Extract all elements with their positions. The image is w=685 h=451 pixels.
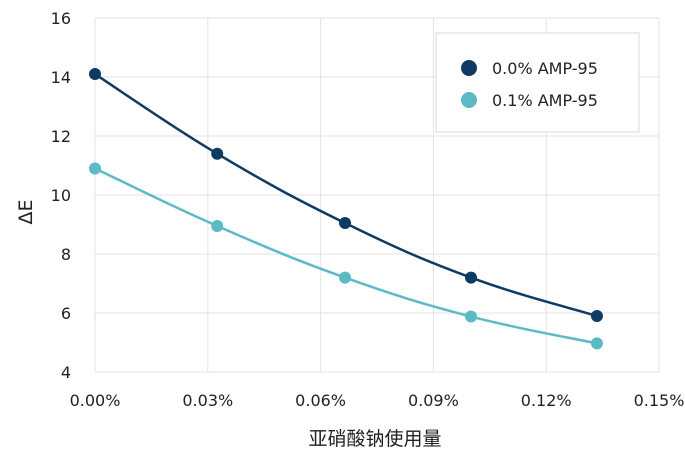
legend-box xyxy=(435,32,640,133)
x-tick-label: 0.00% xyxy=(70,391,121,410)
x-tick-label: 0.06% xyxy=(295,391,346,410)
y-tick-label: 4 xyxy=(61,363,71,382)
series-1-point xyxy=(211,147,224,160)
x-tick-label: 0.12% xyxy=(521,391,572,410)
y-tick-label: 16 xyxy=(51,9,71,28)
series-1-point xyxy=(465,271,477,284)
series-2-point xyxy=(590,337,603,350)
series-2-point xyxy=(465,310,477,323)
y-tick-label: 6 xyxy=(61,304,71,323)
tick-labels: 4 6 8 10 12 14 16 0.00% 0.03% 0.06% 0.09% 0.12% 0.15… xyxy=(51,9,685,410)
legend-marker-series-1 xyxy=(461,60,477,76)
y-tick-label: 12 xyxy=(51,127,71,146)
y-tick-label: 8 xyxy=(61,245,71,264)
series-2-point xyxy=(211,219,224,232)
series-2-point xyxy=(339,271,352,284)
legend: 0.0% AMP-95 0.1% AMP-95 xyxy=(435,32,640,133)
y-tick-label: 10 xyxy=(51,186,71,205)
x-tick-label: 0.03% xyxy=(182,391,233,410)
series-layer xyxy=(89,68,603,350)
y-tick-label: 14 xyxy=(51,68,71,87)
series-1-point xyxy=(339,217,352,230)
x-tick-label: 0.09% xyxy=(408,391,459,410)
legend-label-series-1: 0.0% AMP-95 xyxy=(492,59,598,78)
series-2-point xyxy=(89,162,101,175)
series-1-point xyxy=(590,309,603,322)
x-axis-title: 亚硝酸钠使用量 xyxy=(308,428,441,450)
legend-marker-series-2 xyxy=(461,92,477,108)
series-1-point xyxy=(89,68,101,81)
x-tick-label: 0.15% xyxy=(634,391,685,410)
legend-label-series-2: 0.1% AMP-95 xyxy=(492,91,598,110)
y-axis-title: ΔE xyxy=(15,199,37,224)
